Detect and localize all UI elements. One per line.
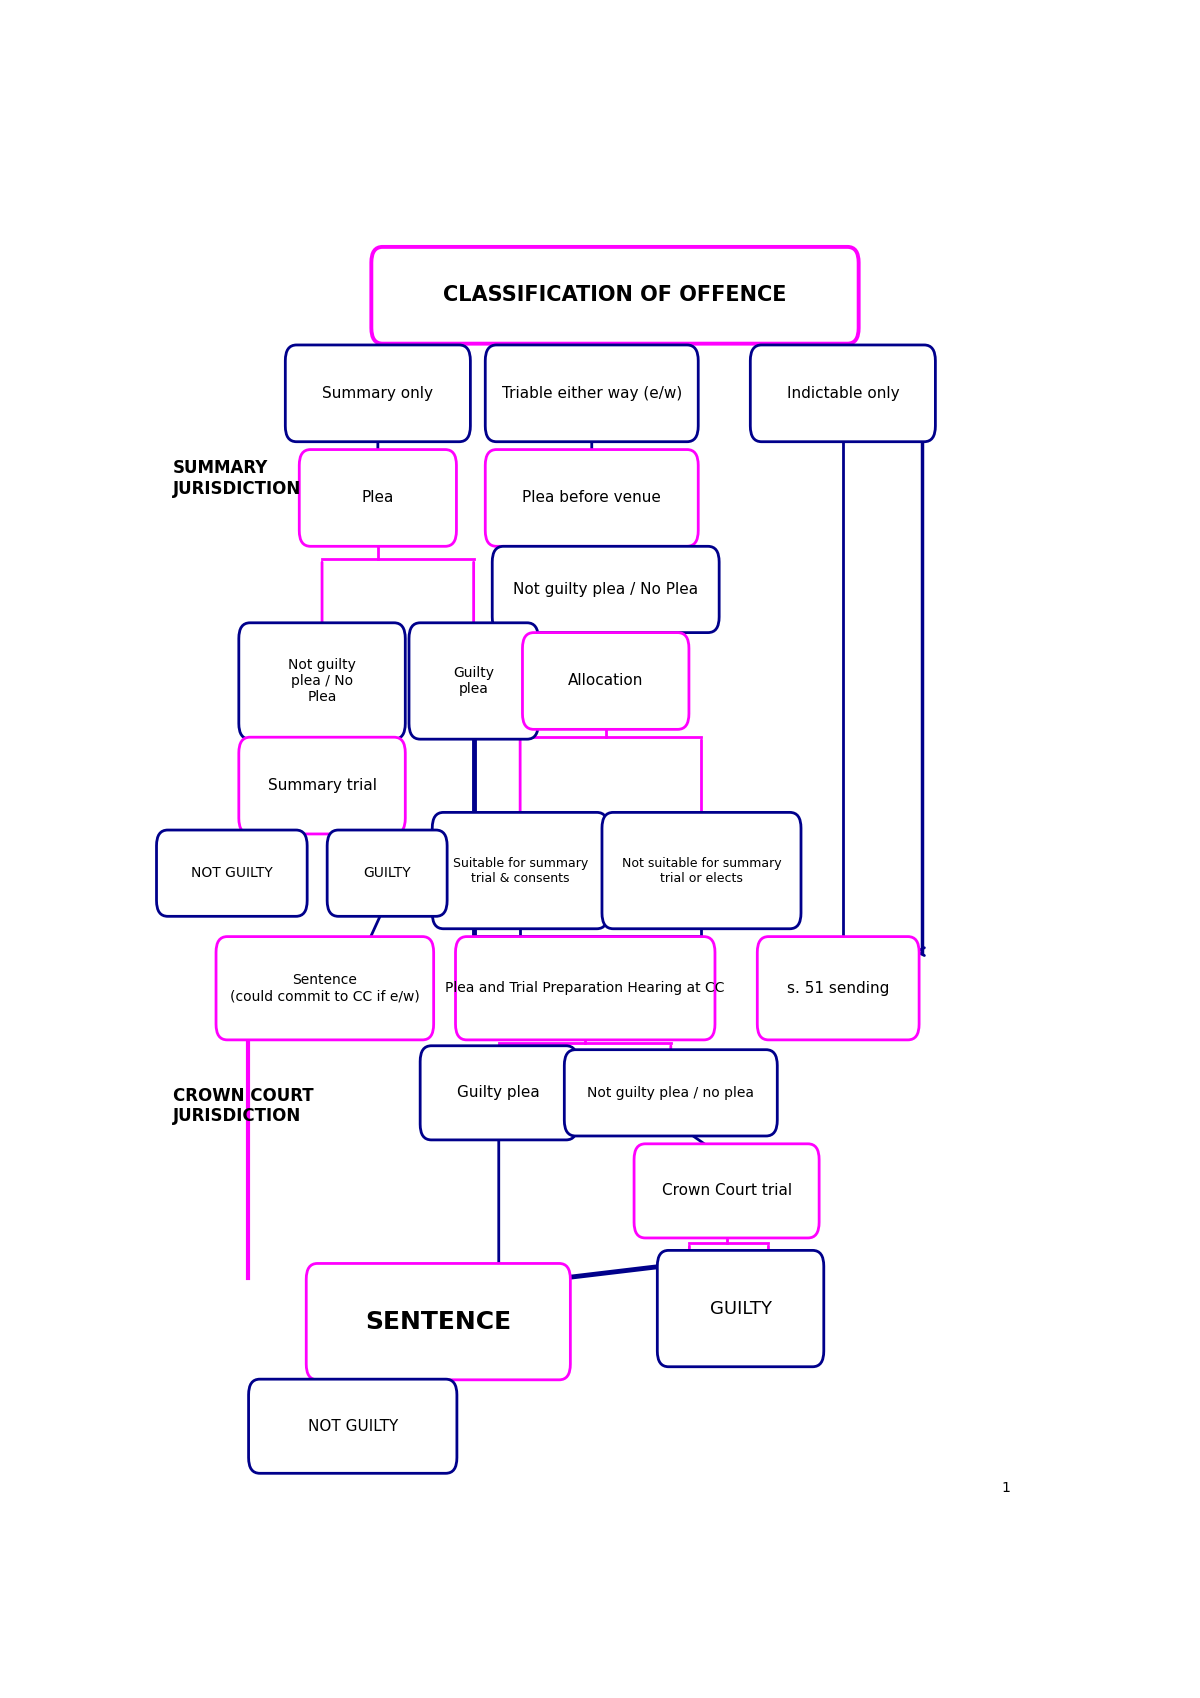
Text: CROWN COURT
JURISDICTION: CROWN COURT JURISDICTION bbox=[173, 1087, 314, 1126]
Text: Sentence
(could commit to CC if e/w): Sentence (could commit to CC if e/w) bbox=[230, 973, 420, 1004]
Text: SENTENCE: SENTENCE bbox=[365, 1309, 511, 1333]
FancyBboxPatch shape bbox=[371, 246, 859, 343]
FancyBboxPatch shape bbox=[485, 345, 698, 441]
FancyBboxPatch shape bbox=[328, 830, 448, 917]
FancyBboxPatch shape bbox=[306, 1263, 570, 1380]
Text: Plea: Plea bbox=[361, 491, 394, 506]
FancyBboxPatch shape bbox=[492, 547, 719, 633]
Text: Triable either way (e/w): Triable either way (e/w) bbox=[502, 385, 682, 401]
Text: Summary only: Summary only bbox=[323, 385, 433, 401]
FancyBboxPatch shape bbox=[239, 737, 406, 834]
FancyBboxPatch shape bbox=[156, 830, 307, 917]
Text: Summary trial: Summary trial bbox=[268, 778, 377, 793]
FancyBboxPatch shape bbox=[420, 1046, 577, 1139]
Text: Not guilty
plea / No
Plea: Not guilty plea / No Plea bbox=[288, 657, 356, 705]
Text: Indictable only: Indictable only bbox=[786, 385, 899, 401]
Text: GUILTY: GUILTY bbox=[709, 1299, 772, 1318]
Text: Plea and Trial Preparation Hearing at CC: Plea and Trial Preparation Hearing at CC bbox=[445, 981, 725, 995]
Text: Plea before venue: Plea before venue bbox=[522, 491, 661, 506]
FancyBboxPatch shape bbox=[239, 623, 406, 739]
Text: NOT GUILTY: NOT GUILTY bbox=[307, 1420, 398, 1433]
Text: 1: 1 bbox=[1001, 1481, 1010, 1494]
FancyBboxPatch shape bbox=[456, 937, 715, 1039]
Text: Crown Court trial: Crown Court trial bbox=[661, 1184, 792, 1199]
Text: GUILTY: GUILTY bbox=[364, 866, 410, 880]
FancyBboxPatch shape bbox=[286, 345, 470, 441]
Text: Allocation: Allocation bbox=[568, 674, 643, 688]
Text: Not guilty plea / No Plea: Not guilty plea / No Plea bbox=[514, 582, 698, 598]
FancyBboxPatch shape bbox=[522, 633, 689, 730]
FancyBboxPatch shape bbox=[216, 937, 433, 1039]
Text: SUMMARY
JURISDICTION: SUMMARY JURISDICTION bbox=[173, 458, 301, 498]
FancyBboxPatch shape bbox=[409, 623, 539, 739]
FancyBboxPatch shape bbox=[248, 1379, 457, 1474]
FancyBboxPatch shape bbox=[299, 450, 456, 547]
Text: Guilty plea: Guilty plea bbox=[457, 1085, 540, 1100]
FancyBboxPatch shape bbox=[602, 812, 802, 929]
Text: Not guilty plea / no plea: Not guilty plea / no plea bbox=[587, 1085, 755, 1100]
Text: Guilty
plea: Guilty plea bbox=[454, 666, 494, 696]
FancyBboxPatch shape bbox=[658, 1250, 823, 1367]
Text: s. 51 sending: s. 51 sending bbox=[787, 981, 889, 995]
FancyBboxPatch shape bbox=[432, 812, 608, 929]
FancyBboxPatch shape bbox=[757, 937, 919, 1039]
FancyBboxPatch shape bbox=[485, 450, 698, 547]
FancyBboxPatch shape bbox=[634, 1144, 820, 1238]
FancyBboxPatch shape bbox=[750, 345, 935, 441]
Text: CLASSIFICATION OF OFFENCE: CLASSIFICATION OF OFFENCE bbox=[443, 285, 787, 306]
Text: NOT GUILTY: NOT GUILTY bbox=[191, 866, 272, 880]
Text: Not suitable for summary
trial or elects: Not suitable for summary trial or elects bbox=[622, 856, 781, 885]
Text: Suitable for summary
trial & consents: Suitable for summary trial & consents bbox=[452, 856, 588, 885]
FancyBboxPatch shape bbox=[564, 1049, 778, 1136]
